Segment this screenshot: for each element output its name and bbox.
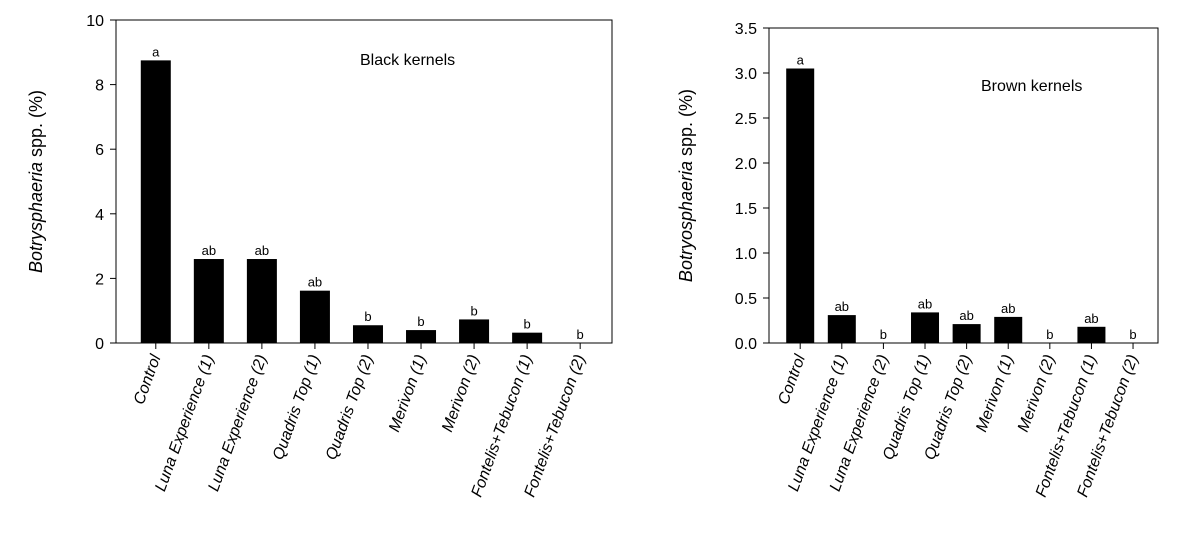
significance-letter: ab	[202, 243, 216, 258]
plot-frame	[768, 27, 1159, 344]
category-label: Control	[775, 352, 809, 407]
y-axis-label: Botryosphaeria spp. (%)	[676, 89, 696, 282]
bar	[406, 330, 437, 343]
significance-letter: ab	[959, 308, 973, 323]
bar	[994, 316, 1023, 343]
category-label: Quadris Top (1)	[270, 353, 324, 463]
category-label: Fontelis+Tebucon (1)	[469, 353, 536, 500]
significance-letter: ab	[255, 243, 269, 258]
y-axis-label-rest: spp. (%)	[26, 90, 46, 162]
significance-letter: ab	[1001, 301, 1015, 316]
y-axis-label: Botrysphaeria spp. (%)	[26, 90, 46, 273]
y-tick-label: 3.5	[735, 21, 757, 38]
chart-panel-2: 0.0 0.5 1.0 1.5 2.0 2.5 3.0 3.5 Botryosphaeria s…	[676, 21, 1159, 499]
significance-letter: b	[524, 317, 531, 332]
significance-letter: b	[880, 327, 887, 342]
significance-letter: b	[1129, 327, 1136, 342]
y-tick-label: 2.0	[735, 156, 757, 173]
y-axis-label-genus: Botrysphaeria	[26, 162, 46, 273]
significance-letter: b	[364, 309, 371, 324]
y-tick-label: 1.0	[735, 246, 757, 263]
y-tick-label: 0.5	[735, 291, 757, 308]
significance-letter: b	[577, 327, 584, 342]
bar	[827, 315, 856, 343]
y-axis-label-genus: Botryosphaeria	[676, 161, 696, 282]
y-tick-label: 0	[95, 336, 104, 353]
category-label: Luna Experience (1)	[152, 353, 217, 494]
significance-letter: ab	[918, 296, 932, 311]
category-label: Quadris Top (2)	[323, 353, 377, 463]
category-label: Merivon (2)	[439, 353, 483, 435]
chart-panel-1: 0 2 4 6 8 10 Botrysphaeria spp. (%) Black kerne…	[26, 13, 613, 500]
y-tick-label: 3.0	[735, 66, 757, 83]
category-label: Luna Experience (2)	[205, 353, 270, 494]
category-label: Merivon (1)	[973, 353, 1017, 435]
bar	[299, 290, 330, 343]
bar	[512, 332, 543, 343]
significance-letter: b	[470, 303, 477, 318]
category-label: Fontelis+Tebucon (2)	[522, 353, 589, 500]
y-tick-label: 2	[95, 271, 104, 288]
y-axis-label-rest: spp. (%)	[676, 89, 696, 161]
panel-annotation: Brown kernels	[981, 78, 1082, 95]
bar	[193, 259, 224, 343]
category-label: Merivon (1)	[386, 353, 430, 435]
y-tick-label: 2.5	[735, 111, 757, 128]
bar	[786, 68, 815, 343]
y-tick-label: 4	[95, 207, 104, 224]
bar	[246, 259, 277, 343]
significance-letter: b	[417, 314, 424, 329]
significance-letter: ab	[1084, 311, 1098, 326]
category-label: Merivon (2)	[1015, 353, 1059, 435]
category-label: Control	[131, 352, 165, 407]
significance-letter: ab	[308, 275, 322, 290]
y-tick-label: 6	[95, 142, 104, 159]
bar	[1077, 326, 1106, 343]
significance-letter: a	[152, 44, 160, 59]
significance-letter: a	[797, 53, 805, 68]
significance-letter: b	[1046, 327, 1053, 342]
bar	[140, 60, 171, 343]
significance-letter: ab	[835, 299, 849, 314]
panel-annotation: Black kernels	[360, 52, 455, 69]
y-tick-label: 10	[86, 13, 104, 30]
y-tick-label: 1.5	[735, 201, 757, 218]
y-tick-label: 0.0	[735, 336, 757, 353]
bar	[952, 324, 981, 343]
y-tick-label: 8	[95, 78, 104, 95]
bar	[459, 319, 490, 343]
bar	[911, 312, 940, 343]
bar	[352, 325, 383, 343]
